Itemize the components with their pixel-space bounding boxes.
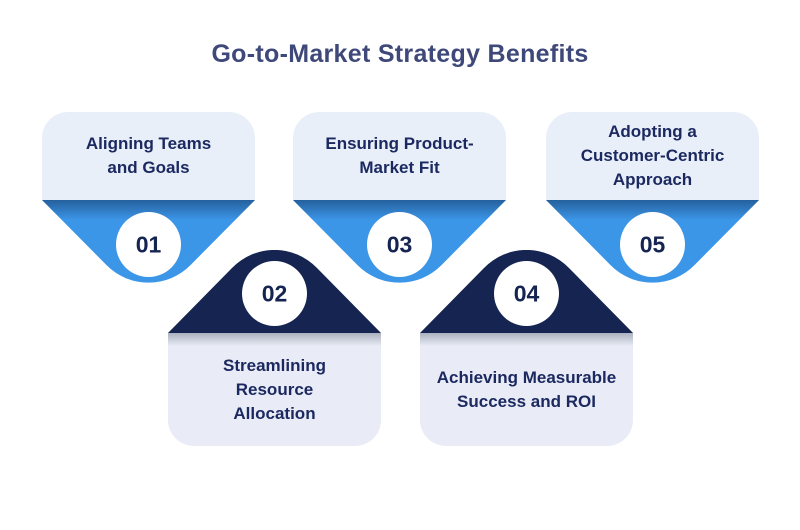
benefit-label-1: Aligning Teams and Goals	[42, 112, 255, 200]
step-number-1: 01	[136, 232, 162, 258]
pointer-down-icon: 01	[42, 200, 255, 283]
benefit-card-1: Aligning Teams and Goals 01	[42, 112, 255, 283]
step-circle-5	[620, 212, 685, 277]
step-number-5: 05	[640, 232, 666, 258]
step-number-2: 02	[262, 281, 288, 307]
benefit-card-4: 04 Achieving Measurable Success and ROI	[420, 250, 633, 446]
benefit-card-5: Adopting a Customer-Centric Approach 05	[546, 112, 759, 283]
step-circle-4	[494, 261, 559, 326]
pointer-up-icon: 04	[420, 250, 633, 333]
benefit-label-3: Ensuring Product- Market Fit	[293, 112, 506, 200]
step-circle-1	[116, 212, 181, 277]
page-title: Go-to-Market Strategy Benefits	[211, 40, 589, 68]
pointer-down-icon: 03	[293, 200, 506, 283]
pointer-up-icon: 02	[168, 250, 381, 333]
benefit-label-2: Streamlining Resource Allocation	[168, 333, 381, 446]
step-circle-3	[367, 212, 432, 277]
benefit-card-2: 02 Streamlining Resource Allocation	[168, 250, 381, 446]
step-circle-2	[242, 261, 307, 326]
benefit-label-5: Adopting a Customer-Centric Approach	[546, 112, 759, 200]
pointer-down-icon: 05	[546, 200, 759, 283]
benefit-card-3: Ensuring Product- Market Fit 03	[293, 112, 506, 283]
benefit-label-4: Achieving Measurable Success and ROI	[420, 333, 633, 446]
step-number-3: 03	[387, 232, 413, 258]
step-number-4: 04	[514, 281, 540, 307]
